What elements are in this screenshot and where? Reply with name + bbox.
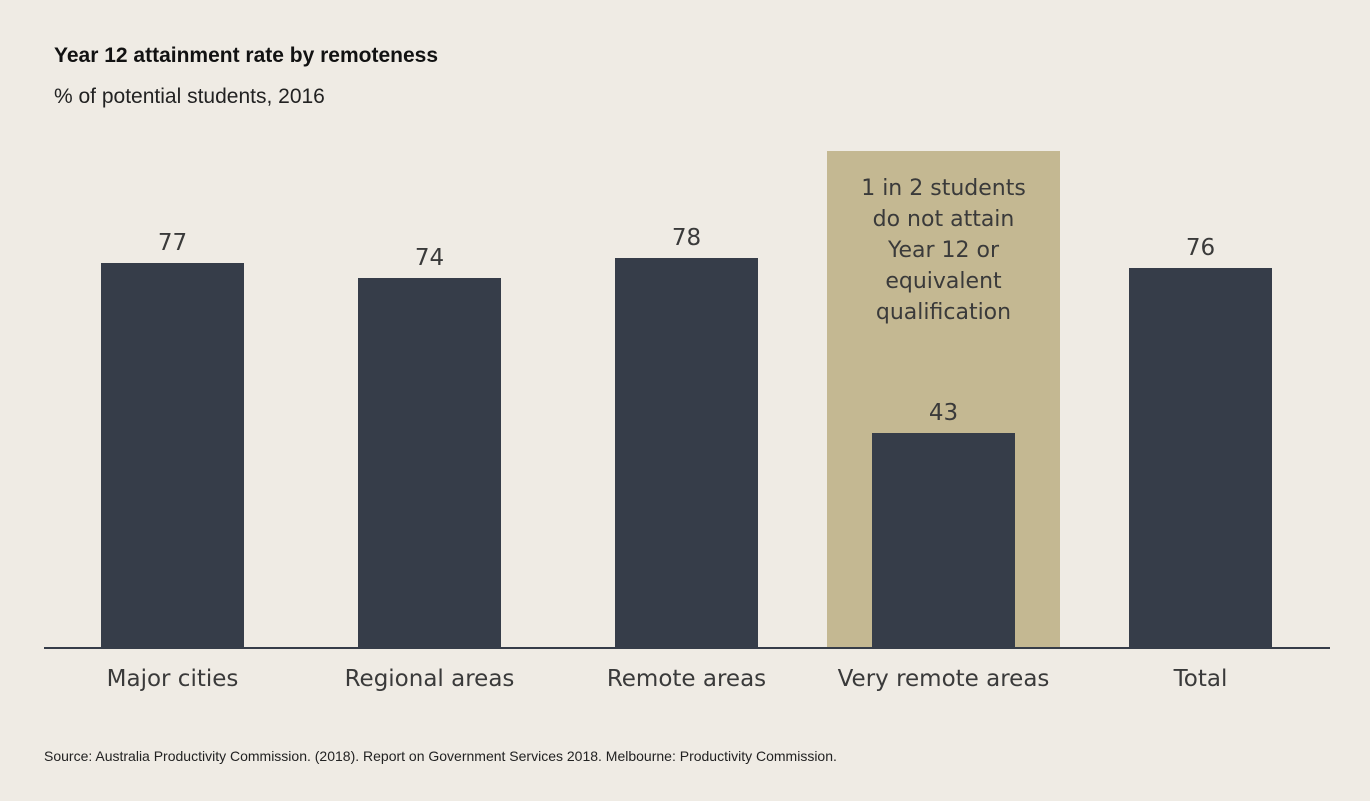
bar-total <box>1129 268 1272 648</box>
annotation-line: equivalent <box>885 269 1002 294</box>
chart-title: Year 12 attainment rate by remoteness <box>54 44 438 67</box>
value-label-very-remote-areas: 43 <box>929 400 958 426</box>
source-note: Source: Australia Productivity Commissio… <box>44 748 837 764</box>
category-label-very-remote-areas: Very remote areas <box>838 666 1050 692</box>
bar-major-cities <box>101 263 244 648</box>
chart-subtitle: % of potential students, 2016 <box>54 85 325 108</box>
bar-remote-areas <box>615 258 758 648</box>
category-labels-layer: Major cities Regional areas Remote areas Ve… <box>107 666 1228 692</box>
value-label-regional-areas: 74 <box>415 245 444 271</box>
annotation-line: qualification <box>876 300 1011 325</box>
category-label-regional-areas: Regional areas <box>345 666 515 692</box>
value-label-major-cities: 77 <box>158 230 187 256</box>
value-labels-layer: 77 74 78 43 76 <box>158 225 1215 426</box>
annotation-line: do not attain <box>873 207 1015 232</box>
annotation-line: Year 12 or <box>887 238 1000 263</box>
category-label-total: Total <box>1173 666 1228 692</box>
value-label-total: 76 <box>1186 235 1215 261</box>
bar-regional-areas <box>358 278 501 648</box>
annotation-line: 1 in 2 students <box>861 176 1026 201</box>
category-label-remote-areas: Remote areas <box>607 666 766 692</box>
bar-very-remote-areas <box>872 433 1015 648</box>
value-label-remote-areas: 78 <box>672 225 701 251</box>
category-label-major-cities: Major cities <box>107 666 239 692</box>
bars-layer <box>101 258 1272 648</box>
